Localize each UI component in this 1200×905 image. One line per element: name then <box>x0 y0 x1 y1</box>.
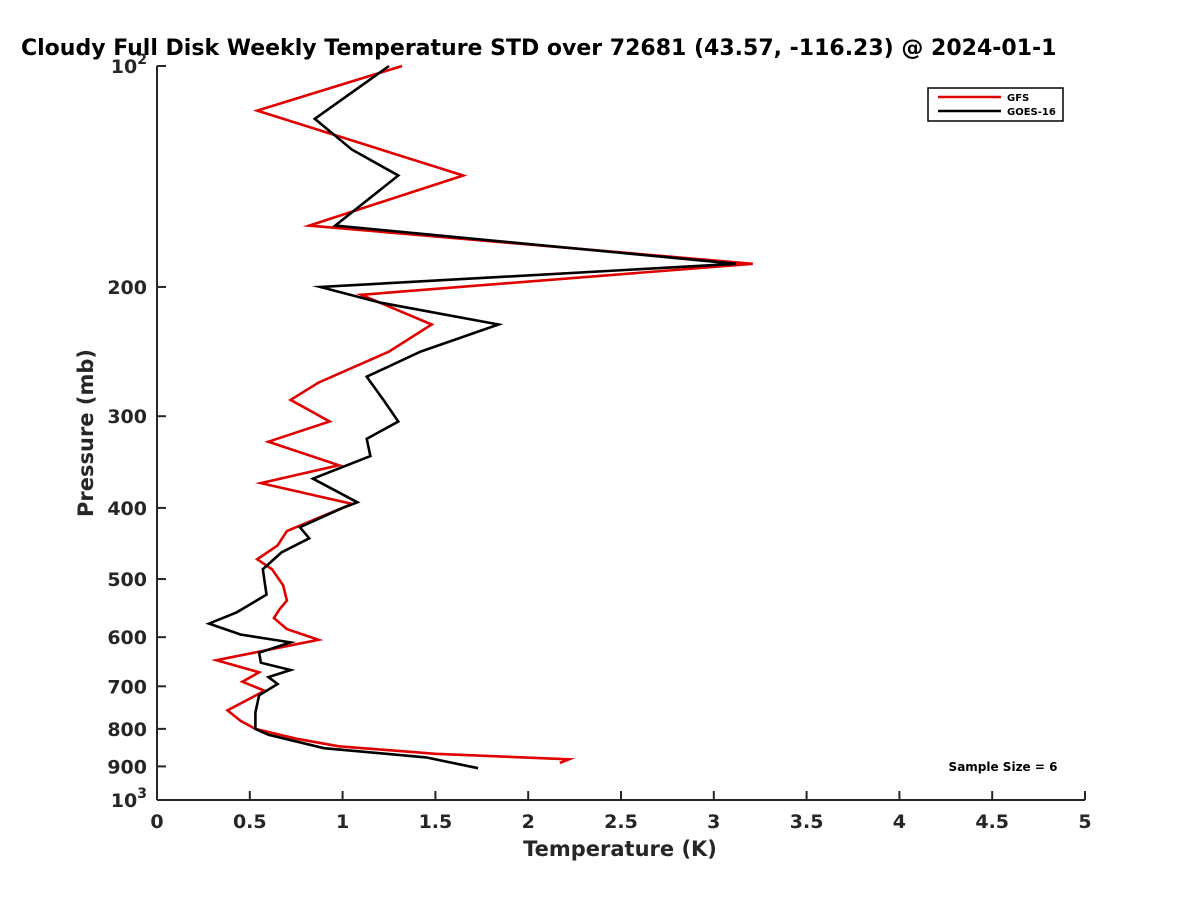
x-tick-label: 3 <box>707 811 720 833</box>
series-line-gfs <box>210 64 753 765</box>
series-line-goes-16 <box>205 64 737 770</box>
x-tick-label: 3.5 <box>790 811 824 833</box>
y-tick-label: 800 <box>107 719 147 741</box>
y-tick-label: 700 <box>107 676 147 698</box>
y-tick-label: 900 <box>107 756 147 778</box>
x-axis-label: Temperature (K) <box>523 837 717 861</box>
y-axis-label: Pressure (mb) <box>74 349 98 517</box>
axes-layer: 0 0.5 1 1.5 2 2.5 3 3.5 4 4.5 5 102 200 300 400 500 600 7… <box>107 52 1091 833</box>
x-tick-label: 4.5 <box>975 811 1009 833</box>
x-tick-label: 2 <box>522 811 535 833</box>
y-tick-label: 400 <box>107 498 147 520</box>
legend: GFS GOES-16 <box>927 87 1064 122</box>
y-tick-label: 103 <box>111 786 147 812</box>
series-layer <box>205 64 753 770</box>
x-tick-label: 4 <box>893 811 906 833</box>
legend-label: GOES-16 <box>1007 107 1056 118</box>
y-tick-label: 200 <box>107 277 147 299</box>
x-tick-label: 0 <box>150 811 163 833</box>
plot-area <box>157 66 1085 800</box>
x-tick-label: 1 <box>336 811 349 833</box>
y-tick-label: 300 <box>107 406 147 428</box>
x-tick-label: 5 <box>1078 811 1091 833</box>
y-tick-label: 500 <box>107 569 147 591</box>
chart-title: Cloudy Full Disk Weekly Temperature STD … <box>21 36 1056 61</box>
x-tick-label: 2.5 <box>604 811 638 833</box>
y-tick-label: 600 <box>107 627 147 649</box>
x-tick-label: 1.5 <box>419 811 453 833</box>
sample-size-annotation: Sample Size = 6 <box>949 760 1058 774</box>
legend-box <box>927 87 1064 122</box>
y-tick-label: 102 <box>111 52 147 78</box>
x-tick-label: 0.5 <box>233 811 267 833</box>
legend-label: GFS <box>1007 93 1029 104</box>
